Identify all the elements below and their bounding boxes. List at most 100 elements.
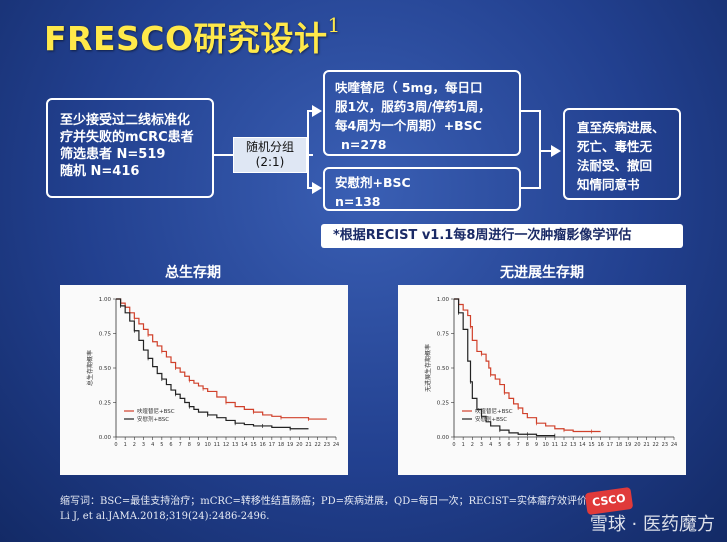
pfs-xtick-label: 4: [489, 442, 492, 448]
assessment-note: *根据RECIST v1.1每8周进行一次肿瘤影像学评估: [321, 224, 683, 248]
outcome-box: 直至疾病进展、 死亡、毒性无 法耐受、撤回 知情同意书: [563, 108, 681, 200]
placebo-line-1: 安慰剂+BSC: [335, 175, 411, 190]
pfs-xtick-label: 6: [507, 442, 510, 448]
os-xtick-label: 11: [214, 442, 220, 448]
pfs-xtick-label: 14: [579, 442, 585, 448]
os-xtick-label: 8: [188, 442, 191, 448]
pfs-xtick-label: 15: [588, 442, 594, 448]
arrow-top-arm-icon: [312, 105, 322, 117]
pfs-xtick-label: 13: [570, 442, 576, 448]
pfs-xtick-label: 11: [552, 442, 558, 448]
os-ytick-label: 1.00: [99, 297, 112, 303]
os-xtick-label: 21: [305, 442, 311, 448]
os-xtick-label: 17: [269, 442, 275, 448]
outcome-line-4: 知情同意书: [577, 177, 640, 192]
pfs-legend-label: 呋喹替尼+BSC: [475, 407, 513, 415]
os-xtick-label: 1: [124, 442, 127, 448]
pfs-chart-panel: 0.00 0.25 0.50 0.75 1.00 0 1 2 3 4 5 6 7 8 9 10 11 12 13 14…: [398, 285, 686, 475]
pfs-xtick-label: 3: [480, 442, 483, 448]
pfs-xtick-label: 9: [535, 442, 538, 448]
os-ytick-label: 0.25: [99, 401, 112, 407]
connector-branch-mid: [307, 154, 313, 156]
treatment-arm-box: 呋喹替尼（ 5mg，每日口 服1次，服药3周/停药1周， 每4周为一个周期）+B…: [323, 70, 521, 156]
os-xtick-label: 7: [179, 442, 182, 448]
pfs-xtick-label: 5: [498, 442, 501, 448]
os-series-placebo-line: [116, 298, 309, 430]
page-title: FRESCO研究设计1: [44, 12, 341, 60]
os-ytick-label: 0.00: [99, 435, 112, 441]
connector-left: [214, 154, 233, 156]
os-ytick-label: 0.50: [99, 366, 112, 372]
os-xtick-label: 6: [169, 442, 172, 448]
randomization-ratio: (2:1): [255, 155, 285, 169]
pfs-xtick-label: 2: [471, 442, 474, 448]
placebo-arm-box: 安慰剂+BSC n=138: [323, 167, 521, 211]
pfs-xtick-label: 20: [634, 442, 640, 448]
os-section-title: 总生存期: [165, 265, 221, 281]
arrow-outcome-icon: [551, 145, 561, 157]
os-xtick-label: 3: [142, 442, 145, 448]
pfs-xtick-label: 1: [462, 442, 465, 448]
arrow-bottom-arm-icon: [312, 182, 322, 194]
connector-right-bottom: [521, 187, 541, 189]
outcome-line-2: 死亡、毒性无: [577, 139, 653, 154]
os-xtick-label: 10: [204, 442, 210, 448]
title-superscript: 1: [327, 13, 341, 37]
pfs-xtick-label: 8: [526, 442, 529, 448]
os-xtick-label: 23: [324, 442, 330, 448]
os-xtick-label: 0: [114, 442, 117, 448]
os-legend-label: 安慰剂+BSC: [137, 415, 169, 423]
pfs-y-axis-label: 无进展生存期概率: [424, 344, 432, 392]
pfs-ytick-label: 0.75: [437, 332, 450, 338]
os-series-fruquintinib-line: [116, 298, 327, 420]
connector-branch-vertical: [307, 110, 309, 188]
footer-abbreviations: 缩写词：BSC=最佳支持治疗；mCRC=转移性结直肠癌；PD=疾病进展，QD=每…: [60, 496, 607, 507]
os-ytick-label: 0.75: [99, 332, 112, 338]
os-xtick-label: 16: [259, 442, 265, 448]
treatment-line-4: n=278: [341, 137, 387, 152]
pfs-ytick-label: 0.50: [437, 366, 450, 372]
connector-bottom-arm: [307, 187, 314, 189]
os-xtick-label: 19: [287, 442, 293, 448]
pfs-ytick-label: 0.25: [437, 401, 450, 407]
pfs-xtick-label: 19: [625, 442, 631, 448]
pfs-xtick-label: 12: [561, 442, 567, 448]
os-xtick-label: 5: [160, 442, 163, 448]
footer-reference: Li J, et al.JAMA.2018;319(24):2486-2496.: [60, 511, 270, 522]
connector-top-arm: [307, 110, 314, 112]
pfs-xtick-label: 21: [643, 442, 649, 448]
placebo-line-2: n=138: [335, 194, 381, 209]
outcome-line-3: 法耐受、撤回: [577, 158, 653, 173]
os-xtick-label: 22: [314, 442, 320, 448]
title-text: FRESCO研究设计: [44, 19, 328, 58]
pfs-xtick-label: 18: [616, 442, 622, 448]
pfs-legend-label: 安慰剂+BSC: [475, 415, 507, 423]
os-xtick-label: 9: [197, 442, 200, 448]
os-xtick-label: 14: [241, 442, 247, 448]
pfs-xtick-label: 7: [517, 442, 520, 448]
os-xtick-label: 4: [151, 442, 154, 448]
pfs-xtick-label: 22: [652, 442, 658, 448]
os-xtick-label: 15: [250, 442, 256, 448]
treatment-line-3: 每4周为一个周期）+BSC: [335, 118, 482, 133]
randomization-box: 随机分组 (2:1): [233, 137, 307, 173]
os-y-axis-label: 总生存期概率: [86, 350, 94, 386]
connector-right-vertical: [539, 110, 541, 189]
patients-line-4: 随机 N=416: [60, 164, 140, 179]
os-chart-panel: 0.00 0.25 0.50 0.75 1.00 0 1 2 3 4 5 6 7 8 9 10 11 12 13 14…: [60, 285, 348, 475]
pfs-xtick-label: 10: [542, 442, 548, 448]
randomization-label: 随机分组: [245, 140, 294, 154]
os-xtick-label: 24: [333, 442, 339, 448]
pfs-xtick-label: 0: [452, 442, 455, 448]
pfs-series-placebo-line: [454, 298, 555, 437]
pfs-chart: 0.000.250.500.751.000 1 2 3 4 5 6 7 8 9 10 11 12 13 14…: [424, 297, 677, 448]
pfs-xtick-label: 16: [597, 442, 603, 448]
treatment-line-2: 服1次，服药3周/停药1周，: [335, 99, 491, 114]
os-chart: 0.000.250.500.751.000 1 2 3 4 5 6 7 8 9 10 11 12 13 14…: [86, 297, 339, 448]
connector-right-top: [521, 110, 541, 112]
os-xtick-label: 20: [296, 442, 302, 448]
os-legend-label: 呋喹替尼+BSC: [137, 407, 175, 415]
patients-line-1: 至少接受过二线标准化: [60, 113, 191, 128]
os-xtick-label: 18: [278, 442, 284, 448]
patients-line-3: 筛选患者 N=519: [60, 147, 166, 162]
